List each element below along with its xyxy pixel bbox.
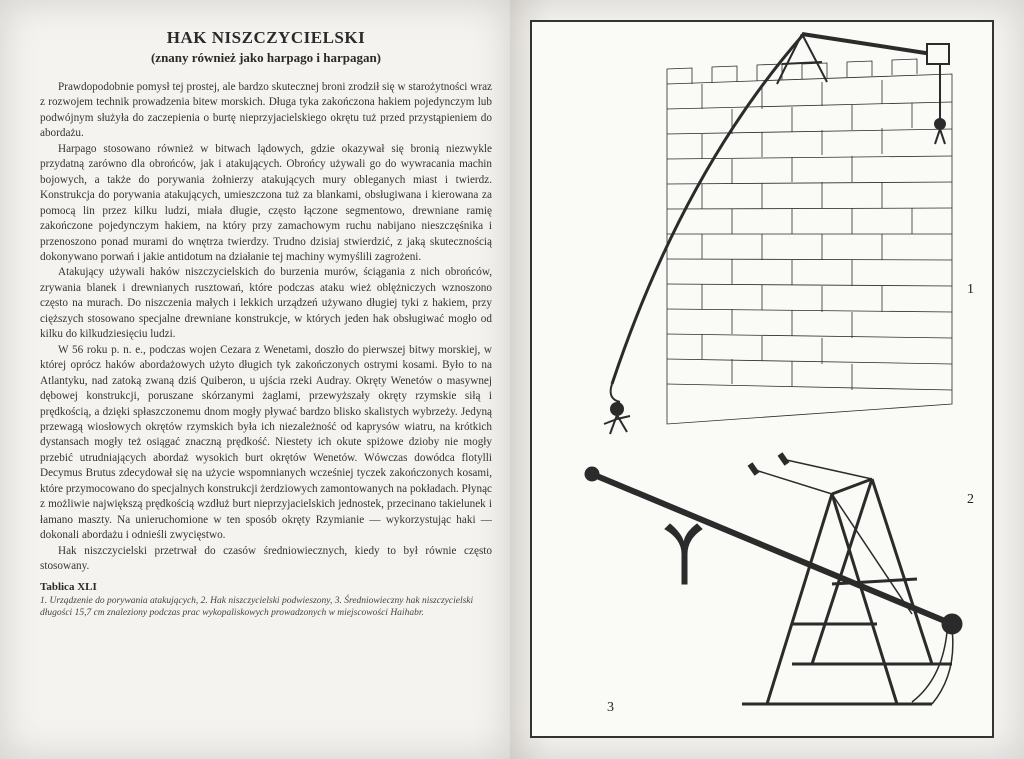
figure-number-1: 1 — [967, 282, 974, 298]
figure-number-2: 2 — [967, 492, 974, 508]
paragraph-5: Hak niszczycielski przetrwał do czasów ś… — [40, 544, 492, 575]
siege-weapon-drawing — [532, 22, 992, 736]
right-page: 1 2 3 — [510, 0, 1024, 759]
paragraph-3: Atakujący używali haków niszczycielskich… — [40, 265, 492, 342]
paragraph-4: W 56 roku p. n. e., podczas wojen Cezara… — [40, 343, 492, 544]
figure-number-3: 3 — [607, 700, 614, 716]
illustration: 1 2 3 — [530, 20, 994, 738]
plate-label: Tablica XLI — [40, 581, 492, 593]
paragraph-1: Prawdopodobnie pomysł tej prostej, ale b… — [40, 80, 492, 142]
page-title: HAK NISZCZYCIELSKI — [40, 28, 492, 48]
paragraph-2: Harpago stosowano również w bitwach lądo… — [40, 142, 492, 266]
caption: 1. Urządzenie do porywania atakujących, … — [40, 595, 492, 620]
left-page: HAK NISZCZYCIELSKI (znany również jako h… — [0, 0, 510, 759]
subtitle: (znany również jako harpago i harpagan) — [40, 50, 492, 66]
